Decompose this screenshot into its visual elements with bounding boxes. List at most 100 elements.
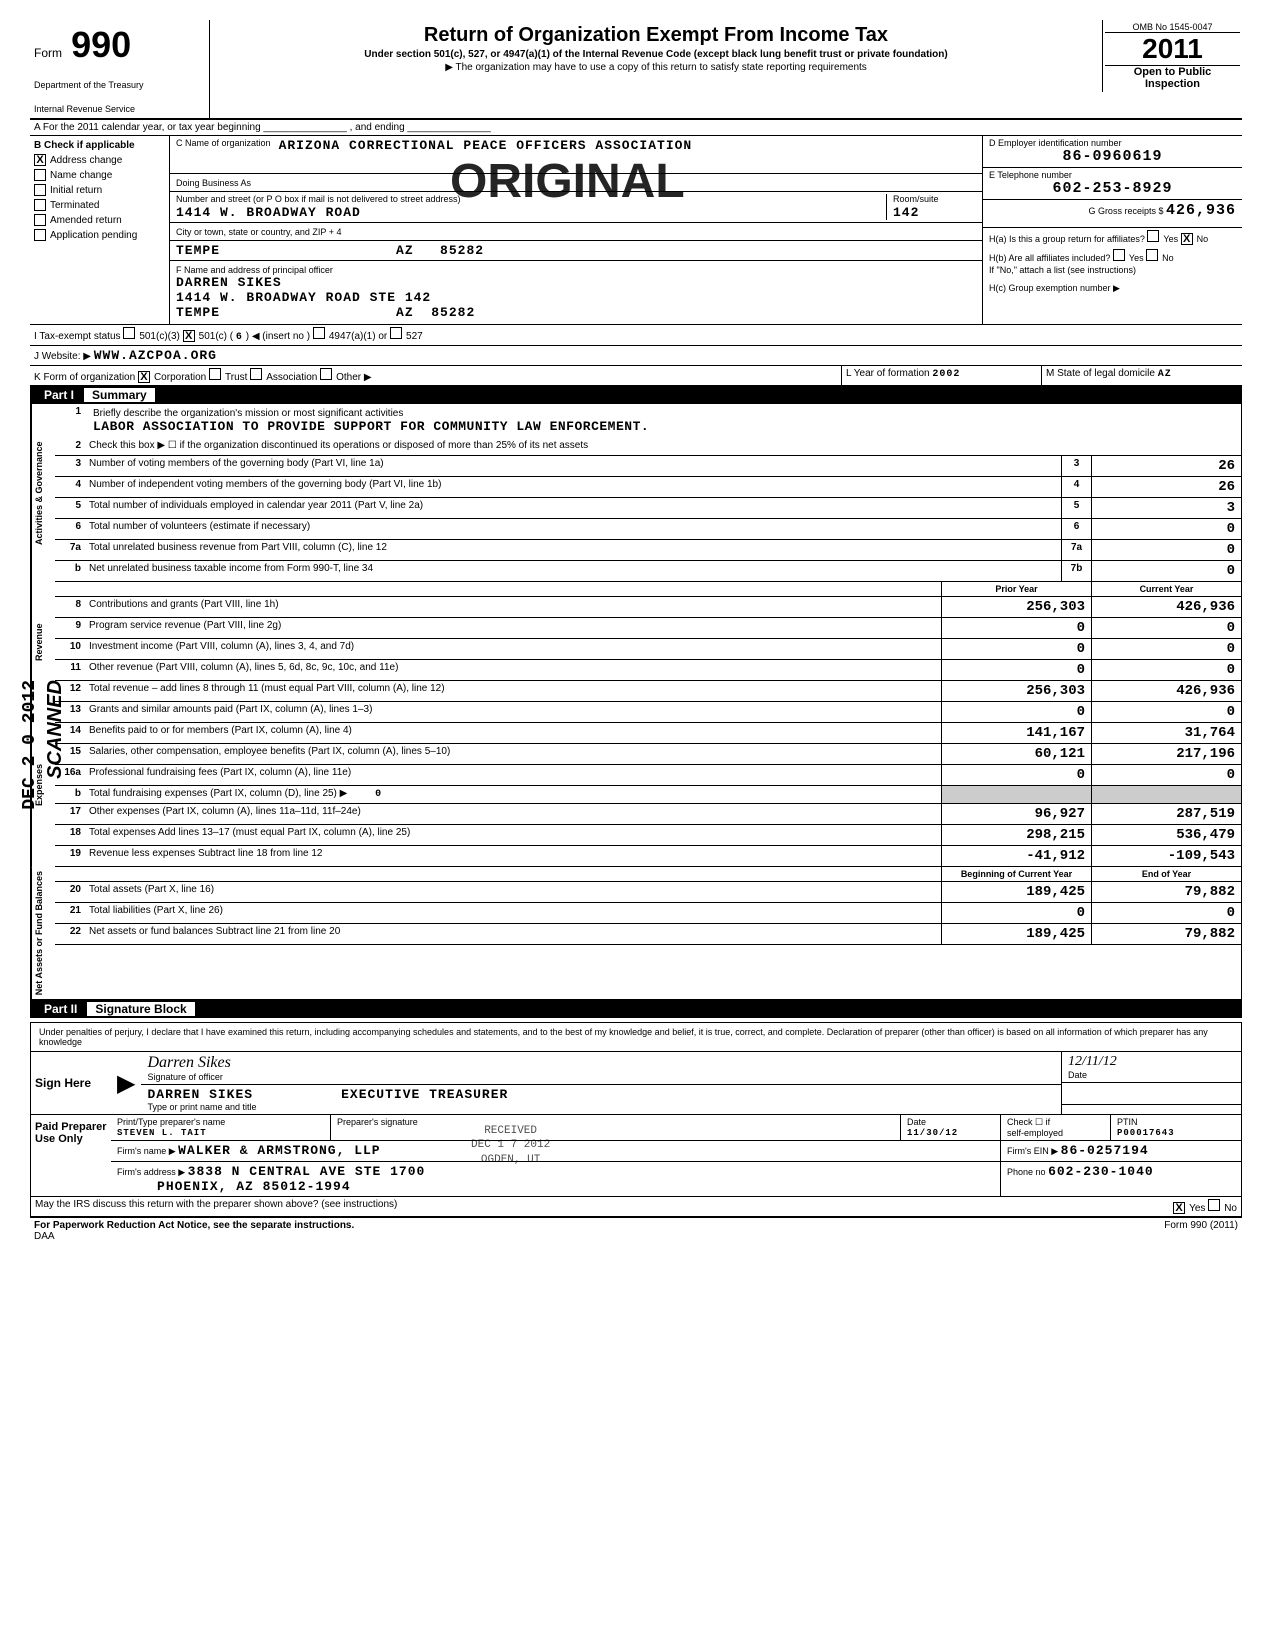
line-value: 0 [1091,540,1241,560]
chk-address-change[interactable]: X [34,154,46,166]
year-formation: 2002 [932,369,960,380]
current-value: 536,479 [1091,825,1241,845]
chk-other[interactable] [320,368,332,380]
firm-addr2: PHOENIX, AZ 85012-1994 [157,1179,351,1194]
line-value: 26 [1091,477,1241,497]
discuss-question: May the IRS discuss this return with the… [35,1199,397,1214]
j-label: J Website: ▶ [34,351,91,362]
lbl-address-change: Address change [50,155,122,166]
chk-corp[interactable]: X [138,371,150,383]
form-title: Return of Organization Exempt From Incom… [220,24,1092,47]
opt-other: Other ▶ [336,372,371,383]
dept-treasury: Department of the Treasury [34,80,205,90]
line-value: 26 [1091,456,1241,476]
room-label: Room/suite [893,194,939,204]
ha-no: No [1197,234,1209,244]
m-label: M State of legal domicile [1046,368,1155,379]
f-name: DARREN SIKES [176,275,976,290]
line-value: 0 [1091,519,1241,539]
501c-num: 6 [236,332,243,343]
row-k: K Form of organization XCorporation Trus… [30,366,1242,386]
line-box: 7b [1061,561,1091,581]
city-value: TEMPE AZ 85282 [176,243,484,258]
chk-4947[interactable] [313,327,325,339]
line-desc: Net assets or fund balances Subtract lin… [85,924,941,944]
d-label: D Employer identification number [989,138,1122,148]
part2-title: Signature Block [87,1002,194,1016]
chk-amended[interactable] [34,214,46,226]
current-value: 0 [1091,765,1241,785]
chk-ha-yes[interactable] [1147,230,1159,242]
lbl-pending: Application pending [50,230,137,241]
part2-header: Part II Signature Block [30,1000,1242,1018]
chk-terminated[interactable] [34,199,46,211]
section-b-label: B Check if applicable [34,140,165,151]
prior-value: 141,167 [941,723,1091,743]
row-i: I Tax-exempt status 501(c)(3) X501(c) ( … [30,325,1242,346]
ptin-value: P00017643 [1117,1128,1175,1138]
line-num: 16a [55,765,85,785]
form-footer: Form 990 (2011) [1164,1220,1238,1242]
chk-501c3[interactable] [123,327,135,339]
col-prior: Prior Year [941,582,1091,596]
form-subtitle: Under section 501(c), 527, or 4947(a)(1)… [220,49,1092,60]
chk-hb-yes[interactable] [1113,249,1125,261]
chk-discuss-yes[interactable]: X [1173,1202,1185,1214]
sign-here-label: Sign Here [31,1052,111,1114]
line-num: 4 [55,477,85,497]
chk-assoc[interactable] [250,368,262,380]
line-desc: Total revenue – add lines 8 through 11 (… [85,681,941,701]
side-expenses: Expenses [31,702,46,867]
ha-yes: Yes [1163,234,1178,244]
current-value: 0 [1091,639,1241,659]
chk-trust[interactable] [209,368,221,380]
chk-501c[interactable]: X [183,330,195,342]
line-num: 19 [55,846,85,866]
hb-yes: Yes [1129,253,1144,263]
line-desc: Contributions and grants (Part VIII, lin… [85,597,941,617]
prep-name-label: Print/Type preparer's name [117,1117,225,1127]
opt-trust: Trust [225,372,247,383]
chk-pending[interactable] [34,229,46,241]
current-value: 0 [1091,660,1241,680]
hc-label: H(c) Group exemption number ▶ [989,283,1236,294]
line-desc: Other expenses (Part IX, column (A), lin… [85,804,941,824]
line1-label: Briefly describe the organization's miss… [93,408,1233,419]
line-desc: Total expenses Add lines 13–17 (must equ… [85,825,941,845]
form-number: 990 [71,24,131,65]
current-value: 79,882 [1091,924,1241,944]
opt-corp: Corporation [154,372,206,383]
signature-block: Under penalties of perjury, I declare th… [30,1022,1242,1217]
chk-initial-return[interactable] [34,184,46,196]
f-addr: 1414 W. BROADWAY ROAD STE 142 [176,290,976,305]
chk-ha-no[interactable]: X [1181,233,1193,245]
hb-label: H(b) Are all affiliates included? [989,253,1110,263]
hb-note: If "No," attach a list (see instructions… [989,265,1236,275]
g-label: G Gross receipts $ [1088,206,1163,216]
line-desc: Other revenue (Part VIII, column (A), li… [85,660,941,680]
row-j: J Website: ▶ WWW.AZCPOA.ORG [30,346,1242,366]
form-header: Form 990 Department of the Treasury Inte… [30,20,1242,120]
chk-name-change[interactable] [34,169,46,181]
chk-hb-no[interactable] [1146,249,1158,261]
block-identification: ORIGINAL B Check if applicable XAddress … [30,136,1242,325]
part1-body: RECEIVED DEC 1 7 2012 OGDEN, UT Activiti… [30,404,1242,1000]
line-desc: Total unrelated business revenue from Pa… [85,540,1061,560]
line-value: 3 [1091,498,1241,518]
f-city: TEMPE AZ 85282 [176,305,976,320]
prior-value: 60,121 [941,744,1091,764]
line16b-val: 0 [375,789,382,800]
chk-527[interactable] [390,327,402,339]
city-label: City or town, state or country, and ZIP … [176,227,342,237]
ha-label: H(a) Is this a group return for affiliat… [989,234,1145,244]
line-desc: Investment income (Part VIII, column (A)… [85,639,941,659]
prep-sig-label: Preparer's signature [337,1117,418,1127]
prior-value: 189,425 [941,924,1091,944]
line-desc: Net unrelated business taxable income fr… [85,561,1061,581]
i-label: I Tax-exempt status [34,331,121,342]
chk-discuss-no[interactable] [1208,1199,1220,1211]
tax-year: 2011 [1105,33,1240,66]
col-end: End of Year [1091,867,1241,881]
line-desc: Number of independent voting members of … [85,477,1061,497]
prior-value: 96,927 [941,804,1091,824]
